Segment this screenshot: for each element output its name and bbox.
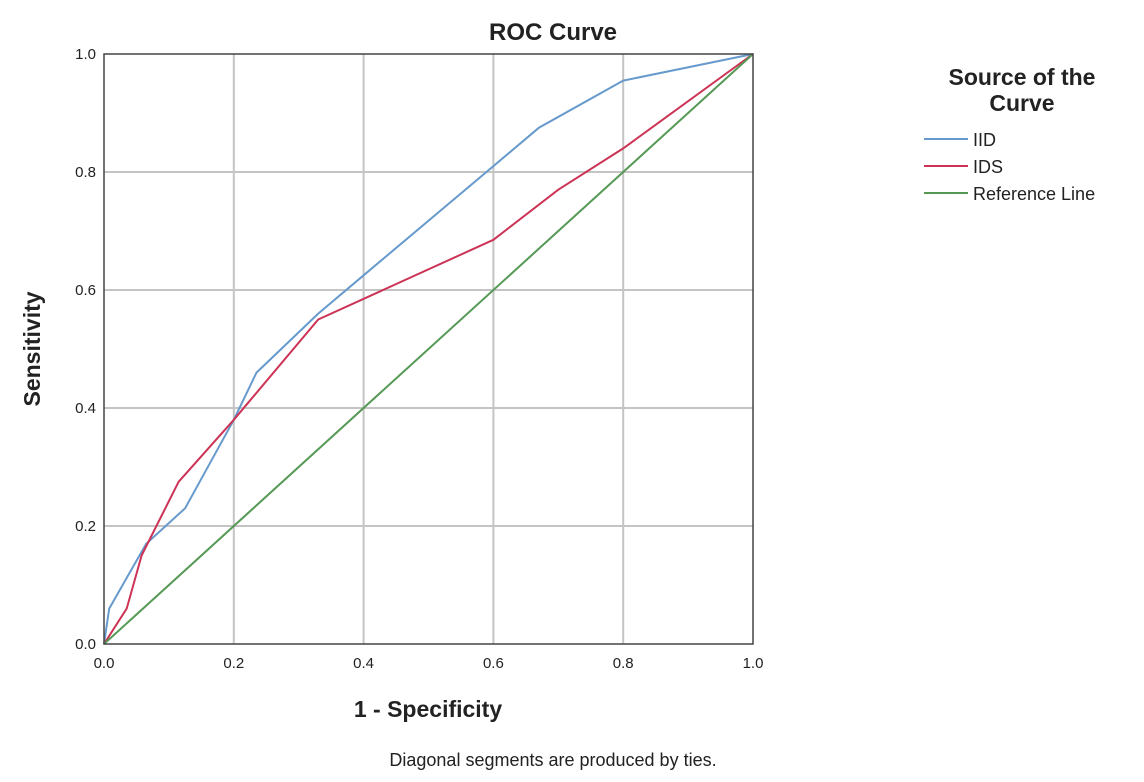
x-tick-label: 1.0	[743, 655, 764, 672]
legend: Source of the Curve IID IDS Reference Line	[924, 64, 1095, 204]
grid-lines	[104, 54, 753, 644]
y-tick-label: 0.8	[75, 164, 96, 181]
y-tick-label: 1.0	[75, 46, 96, 63]
y-tick-label: 0.4	[75, 400, 96, 417]
footnote: Diagonal segments are produced by ties.	[389, 750, 716, 770]
legend-label-iid: IID	[973, 130, 996, 150]
legend-entries: IID IDS Reference Line	[924, 130, 1095, 204]
x-tick-label: 0.4	[353, 655, 374, 672]
tick-labels: 0.0 0.2 0.4 0.6 0.8 1.0 0.0 0.2 0.4 0.6 0.8 1.0	[75, 46, 763, 672]
y-tick-label: 0.0	[75, 636, 96, 653]
series-line-reference-line	[103, 53, 754, 645]
series-line-iid	[103, 53, 754, 645]
legend-title-line-2: Curve	[989, 90, 1054, 116]
x-tick-label: 0.0	[94, 655, 115, 672]
series-lines	[103, 53, 754, 645]
chart-title: ROC Curve	[489, 19, 617, 46]
series-line-ids	[103, 53, 754, 645]
x-tick-label: 0.2	[223, 655, 244, 672]
y-axis-label: Sensitivity	[19, 291, 45, 406]
legend-label-reference-line: Reference Line	[973, 184, 1095, 204]
y-tick-label: 0.2	[75, 518, 96, 535]
legend-label-ids: IDS	[973, 157, 1003, 177]
x-tick-label: 0.8	[613, 655, 634, 672]
x-tick-label: 0.6	[483, 655, 504, 672]
plot-frame	[103, 53, 754, 645]
legend-title-line-1: Source of the	[949, 64, 1096, 90]
x-axis-label: 1 - Specificity	[354, 696, 502, 722]
y-tick-label: 0.6	[75, 282, 96, 299]
